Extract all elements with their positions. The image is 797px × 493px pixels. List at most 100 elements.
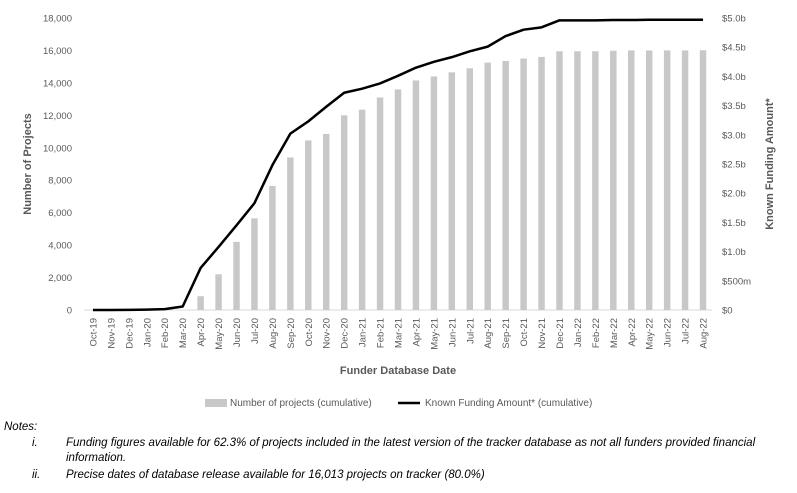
bar (340, 115, 348, 310)
y-left-tick-label: 10,000 (43, 143, 72, 154)
legend-label-line: Known Funding Amount* (cumulative) (425, 398, 592, 409)
bar (645, 50, 653, 310)
y-left-tick-label: 14,000 (43, 78, 72, 89)
x-tick-label: Jul-20 (250, 318, 261, 344)
funding-line (92, 18, 704, 312)
x-tick-label: Jun-20 (232, 318, 243, 347)
bar (610, 50, 617, 310)
x-tick-label: Nov-20 (322, 318, 333, 349)
y-left-tick-label: 4,000 (48, 241, 72, 252)
bar (197, 296, 204, 310)
y-axis-right-title: Known Funding Amount* (764, 98, 776, 230)
x-tick-label: Oct-20 (304, 318, 315, 347)
right-axis-ticks: $0 $500m $1.0b $1.5b $2.0b $2.5b $3.0b $3.5b $4.… (722, 14, 751, 317)
x-tick-label: Mar-21 (394, 318, 405, 348)
bar (412, 80, 420, 310)
left-axis-ticks: 0 2,000 4,000 6,000 8,000 10,000 12,000 14,000 1… (43, 14, 72, 317)
bar (699, 50, 707, 311)
bar (502, 60, 509, 310)
bar (430, 76, 438, 311)
bar (251, 218, 258, 310)
x-tick-label: Jan-21 (358, 318, 369, 347)
y-right-tick-label: $2.5b (722, 160, 746, 171)
x-tick-label: Dec-21 (555, 318, 566, 349)
x-tick-label: Apr-22 (627, 318, 638, 347)
x-tick-label: Nov-19 (106, 318, 117, 349)
y-left-tick-label: 2,000 (48, 273, 72, 284)
x-tick-label: Apr-21 (411, 318, 422, 347)
y-left-tick-label: 18,000 (43, 14, 72, 25)
note-marker: ii. (32, 469, 41, 481)
x-tick-label: Dec-19 (124, 318, 135, 349)
bar (538, 56, 545, 310)
x-tick-label: Jun-21 (447, 318, 458, 347)
bar (233, 241, 240, 310)
x-tick-label: Sep-21 (501, 318, 512, 349)
y-right-tick-label: $500m (722, 276, 751, 287)
bar (628, 50, 635, 310)
x-tick-label: Jan-20 (142, 318, 153, 347)
note-text: Precise dates of database release availa… (66, 469, 485, 481)
y-right-tick-label: $4.0b (722, 72, 746, 83)
y-right-tick-label: $2.0b (722, 189, 746, 200)
x-axis-title: Funder Database Date (340, 365, 456, 377)
y-right-tick-label: $3.0b (722, 130, 746, 141)
x-tick-label: Aug-20 (268, 318, 279, 349)
bar (287, 157, 294, 310)
bar (394, 89, 402, 310)
note-item: i. Funding figures available for 62.3% o… (4, 436, 794, 466)
y-left-tick-label: 16,000 (43, 46, 72, 57)
x-tick-label: May-22 (645, 318, 656, 350)
bar (520, 58, 527, 310)
x-tick-label: Feb-22 (591, 318, 602, 348)
x-tick-label: Dec-20 (340, 318, 351, 349)
y-left-tick-label: 6,000 (48, 208, 72, 219)
chart: 0 2,000 4,000 6,000 8,000 10,000 12,000 14,000 1… (22, 14, 776, 410)
bar-series (197, 50, 707, 311)
bar (376, 97, 384, 310)
x-tick-label: May-21 (429, 318, 440, 350)
x-tick-label: Feb-20 (160, 318, 171, 348)
y-right-tick-label: $4.5b (722, 43, 746, 54)
legend: Number of projects (cumulative) Known Fu… (205, 398, 592, 409)
x-tick-label: Jun-22 (663, 318, 674, 347)
bar (663, 50, 671, 310)
bar (269, 185, 276, 310)
y-left-tick-label: 0 (67, 306, 72, 317)
y-right-tick-label: $1.0b (722, 247, 746, 258)
note-marker: i. (32, 437, 38, 449)
x-tick-label: Nov-21 (537, 318, 548, 349)
x-tick-label: Mar-22 (609, 318, 620, 348)
bar (322, 133, 330, 310)
bar (681, 50, 689, 310)
y-right-tick-label: $3.5b (722, 101, 746, 112)
x-tick-label: Jan-22 (573, 318, 584, 347)
y-left-tick-label: 8,000 (48, 176, 72, 187)
note-text: Funding figures available for 62.3% of p… (66, 437, 756, 464)
x-tick-label: Aug-21 (483, 318, 494, 349)
bar (466, 68, 474, 311)
x-tick-label: Apr-20 (196, 318, 207, 347)
notes: Notes: i. Funding figures available for … (4, 421, 794, 485)
x-tick-label: Sep-20 (286, 318, 297, 349)
y-right-tick-label: $5.0b (722, 14, 746, 25)
legend-label-bars: Number of projects (cumulative) (230, 398, 372, 409)
x-tick-label: Jul-22 (681, 318, 692, 344)
notes-heading: Notes: (4, 421, 38, 433)
y-right-tick-label: $1.5b (722, 218, 746, 229)
x-tick-label: Feb-21 (376, 318, 387, 348)
bar (448, 72, 456, 310)
bar (484, 62, 491, 310)
x-tick-label: Oct-19 (88, 318, 99, 347)
y-axis-left-title: Number of Projects (22, 113, 34, 214)
bar (358, 109, 366, 311)
bar (592, 51, 599, 310)
x-axis-ticks: Oct-19 Nov-19 Dec-19 Jan-20 Feb-20 Mar-20 Apr-… (88, 318, 709, 350)
legend-swatch-bars (205, 399, 227, 407)
x-tick-label: Mar-20 (178, 318, 189, 348)
x-tick-label: Aug-22 (699, 318, 710, 349)
y-right-tick-label: $0 (722, 306, 733, 317)
note-item: ii. Precise dates of database release av… (4, 468, 794, 483)
x-tick-label: Jul-21 (465, 318, 476, 344)
bar (556, 51, 563, 310)
